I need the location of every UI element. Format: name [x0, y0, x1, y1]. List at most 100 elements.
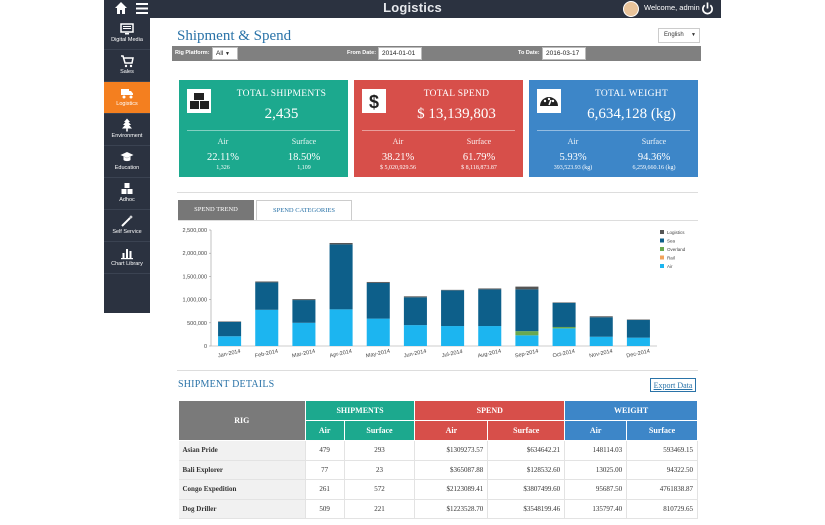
sidebar-item-label: Adhoc	[119, 197, 135, 203]
to-date-input[interactable]: 2016-03-17	[542, 47, 586, 60]
table-row[interactable]: Asian Pride 479 293 $1309273.57 $634642.…	[178, 440, 698, 461]
y-tick-label: 2,500,000	[183, 228, 207, 234]
x-tick-label: Dec-2014	[626, 349, 651, 360]
legend-label: Logistics	[667, 230, 685, 235]
dollar-icon: $	[362, 89, 386, 113]
sidebar-item-digital-media[interactable]: Digital Media	[104, 18, 150, 50]
rig-platform-select[interactable]: All ▼	[212, 47, 238, 60]
chart-svg: 0 500,000 1,000,000 1,500,000 2,000,000 2,500…	[183, 228, 686, 360]
hamburger-menu-icon[interactable]	[136, 3, 148, 14]
home-icon[interactable]	[114, 1, 128, 15]
cell: $365087.88	[414, 460, 489, 480]
sidebar-item-environment[interactable]: Environment	[104, 114, 150, 146]
cart-icon	[121, 55, 134, 68]
cell: 135797.40	[564, 499, 628, 519]
bar-segment-air	[515, 335, 539, 346]
cell: $634642.21	[487, 440, 566, 461]
cell: $3807499.60	[487, 479, 566, 500]
from-date-input[interactable]: 2014-01-01	[378, 47, 422, 60]
bar-segment-air	[403, 325, 427, 346]
cell: $2123089.41	[414, 479, 489, 500]
cell: 94322.50	[626, 460, 698, 480]
tree-icon	[122, 118, 132, 132]
cell: $1223528.70	[414, 499, 489, 519]
bar-segment-air	[478, 326, 502, 346]
sidebar-item-logistics[interactable]: Logistics	[104, 82, 150, 114]
x-tick-label: Nov-2014	[589, 349, 614, 360]
sidebar-item-adhoc[interactable]: Adhoc	[104, 178, 150, 210]
spend-trend-chart: 0 500,000 1,000,000 1,500,000 2,000,000 2,500…	[172, 222, 702, 364]
table-row[interactable]: Bali Explorer 77 23 $365087.88 $128532.6…	[178, 460, 698, 480]
sidebar-item-self-service[interactable]: Self Service	[104, 210, 150, 242]
bar-chart-icon	[121, 249, 133, 260]
bar-segment-logistics	[292, 299, 316, 301]
graduation-cap-icon	[120, 152, 134, 162]
sidebar-item-label: Self Service	[112, 229, 142, 235]
sidebar-item-sales[interactable]: Sales	[104, 50, 150, 82]
magic-wand-icon	[121, 215, 133, 227]
table-row[interactable]: Dog Driller 509 221 $1223528.70 $3548199…	[178, 499, 698, 519]
x-tick-label: Mar-2014	[292, 349, 316, 360]
avatar[interactable]	[623, 1, 639, 17]
tab-spend-categories[interactable]: SPEND CATEGORIES	[256, 200, 352, 220]
legend-swatch	[660, 238, 664, 243]
cell: 261	[305, 479, 345, 500]
bar-segment-logistics	[515, 286, 539, 290]
x-tick-label: May-2014	[365, 349, 390, 360]
rig-cell: Bali Explorer	[178, 460, 306, 480]
tab-spend-trend[interactable]: SPEND TREND	[178, 200, 254, 220]
header-weight: WEIGHT	[564, 400, 698, 421]
bar-segment-sea	[218, 321, 242, 337]
svg-text:$: $	[369, 92, 379, 112]
air-stat: Air 38.21% $ 5,020,929.56	[380, 137, 416, 171]
power-icon[interactable]	[701, 2, 714, 15]
x-tick-label: Apr-2014	[329, 349, 352, 360]
bar-segment-sea	[403, 297, 427, 326]
bar-segment-air	[441, 326, 465, 346]
from-date-label: From Date:	[347, 50, 377, 56]
monitor-icon	[120, 23, 134, 35]
cubes-icon	[187, 89, 211, 113]
to-date-label: To Date:	[518, 50, 540, 56]
header-air: Air	[414, 420, 489, 441]
cubes-icon	[121, 183, 133, 194]
bar-segment-air	[589, 336, 613, 346]
sidebar-item-chart-library[interactable]: Chart Library	[104, 242, 150, 274]
card-value: $ 13,139,803	[417, 106, 496, 122]
bar-segment-sea	[515, 289, 539, 332]
total-spend-card: $ TOTAL SPEND $ 13,139,803 Air 38.21% $ 5,…	[354, 80, 523, 177]
bar-segment-logistics	[366, 281, 390, 283]
sidebar-item-label: Logistics	[116, 101, 138, 107]
caret-down-icon: ▼	[691, 32, 696, 38]
header-shipments: SHIPMENTS	[304, 400, 416, 421]
bar-segment-air	[292, 322, 316, 346]
air-stat: Air 5.93% 393,523.93 (kg)	[553, 137, 593, 171]
bar-segment-logistics	[478, 288, 502, 290]
bar-segment-overland	[552, 326, 576, 329]
bar-segment-sea	[292, 300, 316, 323]
rig-cell: Dog Driller	[178, 499, 306, 519]
bar-segment-logistics	[329, 242, 353, 245]
section-title: SHIPMENT DETAILS	[178, 379, 275, 390]
surface-stat: Surface 18.50% 1,109	[287, 137, 321, 171]
bar-segment-sea	[552, 302, 576, 327]
header-surface: Surface	[343, 420, 416, 441]
sidebar-item-label: Education	[114, 165, 140, 171]
bar-segment-logistics	[589, 316, 613, 318]
x-tick-label: Aug-2014	[477, 349, 502, 360]
cell: 810729.65	[626, 499, 698, 519]
card-title: TOTAL WEIGHT	[594, 89, 669, 99]
total-shipments-card: TOTAL SHIPMENTS 2,435 Air 22.11% 1,326 Sur…	[179, 80, 348, 177]
language-select[interactable]: English ▼	[658, 28, 700, 43]
header-spend: SPEND	[414, 400, 566, 421]
table-row[interactable]: Congo Expedition 261 572 $2123089.41 $38…	[178, 479, 698, 500]
bar-segment-air	[218, 336, 242, 346]
sidebar-item-education[interactable]: Education	[104, 146, 150, 178]
divider	[177, 370, 698, 371]
rig-platform-label: Rig Platform:	[175, 50, 210, 56]
y-tick-label: 1,500,000	[183, 274, 207, 280]
export-data-button[interactable]: Export Data	[650, 378, 696, 392]
bar-segment-air	[329, 309, 353, 346]
dashboard-gauge-icon	[537, 89, 561, 113]
bar-segment-logistics	[255, 281, 279, 283]
